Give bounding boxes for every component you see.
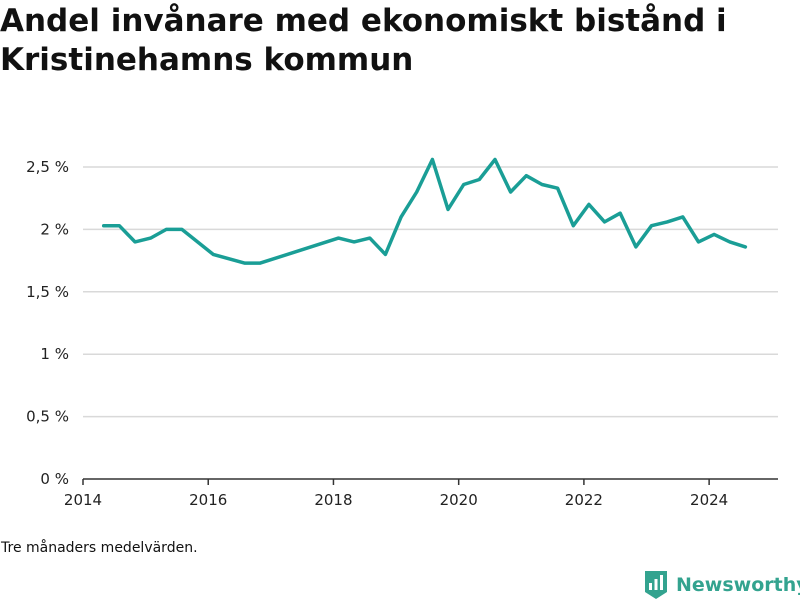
y-tick-label: 2 % [40,220,69,238]
y-tick-label: 1 % [40,345,69,363]
data-point [493,158,497,161]
data-point [180,228,184,231]
brand-logo: Newsworthy [644,569,800,601]
data-point [212,253,215,256]
data-point [697,240,700,244]
data-point [650,224,653,227]
data-point [118,224,121,227]
data-point [681,215,685,219]
chart-title: Andel invånare med ekonomiskt bistånd i … [0,3,727,78]
x-tick-label: 2014 [64,491,102,509]
data-point [462,183,465,186]
data-point [665,220,669,224]
data-point [446,208,450,211]
x-tick-label: 2018 [314,491,352,509]
data-point [399,215,403,219]
x-axis: 2014 2016 2018 2020 2022 2024 [64,478,778,509]
chart-note: Tre månaders medelvärden. [1,540,198,556]
data-point [525,174,528,177]
y-tick-label: 1,5 % [26,283,69,301]
data-point [619,211,622,215]
data-point [243,261,246,265]
data-point [149,236,152,240]
data-point [572,224,575,227]
data-point [540,183,544,186]
data-point [478,178,481,181]
data-point [431,158,434,161]
data-point [509,190,512,194]
y-tick-label: 2,5 % [26,158,69,176]
data-point [133,240,137,244]
x-tick-label: 2022 [565,491,603,509]
data-point [384,253,387,256]
data-point [165,228,168,231]
brand-name: Newsworthy [676,574,800,596]
data-point [415,190,418,194]
x-tick-label: 2016 [189,491,227,509]
data-point [634,245,638,249]
data-point [556,187,559,190]
newsworthy-logo-icon [645,571,667,599]
data-point [603,220,606,224]
grid-lines: 0 % 0,5 % 1 % 1,5 % 2 % 2,5 % [26,158,778,488]
data-point [258,261,262,265]
x-tick-label: 2024 [690,491,728,509]
y-tick-label: 0,5 % [26,408,69,426]
data-point [587,203,591,206]
data-point [102,224,105,227]
data-point [712,233,716,236]
y-tick-label: 0 % [40,470,69,488]
x-tick-label: 2020 [440,491,478,509]
data-point [352,240,356,244]
series-layer [101,157,748,265]
data-point [728,240,731,244]
data-point [337,236,340,240]
series-line [101,157,748,265]
data-point [744,245,747,249]
data-point [368,236,371,240]
